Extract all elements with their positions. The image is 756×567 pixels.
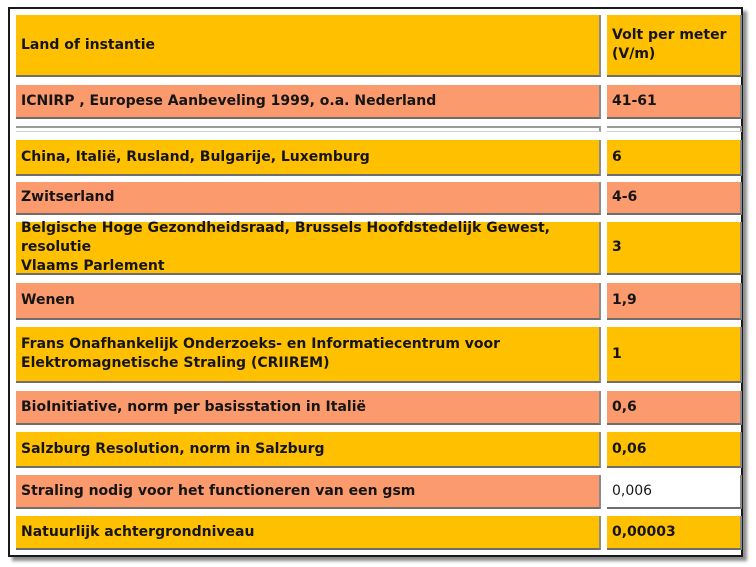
spacer-value-cell bbox=[607, 126, 742, 132]
row-label: BioInitiative, norm per basisstation in … bbox=[21, 398, 366, 415]
row-label-cell: Natuurlijk achtergrondniveau bbox=[16, 516, 601, 550]
row-label: Zwitserland bbox=[21, 189, 115, 205]
row-label-cell: Straling nodig voor het functioneren van… bbox=[16, 475, 601, 509]
header-country-label: Land of instantie bbox=[21, 36, 156, 53]
row-label-cell: BioInitiative, norm per basisstation in … bbox=[16, 391, 601, 425]
row-label-cell: China, Italië, Rusland, Bulgarije, Luxem… bbox=[16, 140, 601, 176]
header-value-label-line1: Volt per meter bbox=[612, 27, 727, 43]
empty-spacer-row bbox=[10, 126, 742, 134]
table-row: ICNIRP , Europese Aanbeveling 1999, o.a.… bbox=[10, 85, 742, 119]
row-label-cell: Wenen bbox=[16, 283, 601, 320]
row-label: Wenen bbox=[21, 292, 75, 308]
row-value: 0,06 bbox=[612, 440, 647, 457]
row-value-cell: 0,6 bbox=[607, 391, 742, 425]
row-label: China, Italië, Rusland, Bulgarije, Luxem… bbox=[21, 148, 370, 165]
header-value-label-line2: (V/m) bbox=[612, 46, 656, 62]
row-label-cell: Belgische Hoge Gezondheidsraad, Brussels… bbox=[16, 220, 601, 275]
row-label: Natuurlijk achtergrondniveau bbox=[21, 523, 255, 540]
row-value: 4-6 bbox=[612, 189, 638, 205]
table-row: Natuurlijk achtergrondniveau 0,00003 bbox=[10, 516, 742, 550]
row-value: 0,00003 bbox=[612, 523, 676, 540]
row-value-cell: 6 bbox=[607, 140, 742, 176]
table-row: Belgische Hoge Gezondheidsraad, Brussels… bbox=[10, 220, 742, 275]
row-value-cell: 0,06 bbox=[607, 432, 742, 468]
row-value: 0,006 bbox=[612, 482, 653, 499]
table-row: Wenen 1,9 bbox=[10, 283, 742, 320]
row-value: 0,6 bbox=[612, 398, 637, 415]
row-value-cell: 3 bbox=[607, 222, 742, 275]
row-label-line2: Elektromagnetische Straling (CRIIREM) bbox=[21, 355, 330, 371]
row-value-cell: 1,9 bbox=[607, 283, 742, 320]
row-label-line1: Belgische Hoge Gezondheidsraad, Brussels… bbox=[21, 220, 550, 255]
row-label: Straling nodig voor het functioneren van… bbox=[21, 482, 416, 499]
row-label: ICNIRP , Europese Aanbeveling 1999, o.a.… bbox=[21, 92, 437, 109]
row-value-cell: 41-61 bbox=[607, 85, 742, 119]
row-value-cell: 0,006 bbox=[607, 475, 742, 509]
table-row: Straling nodig voor het functioneren van… bbox=[10, 475, 742, 509]
row-value: 1,9 bbox=[612, 292, 637, 308]
header-value-cell: Volt per meter (V/m) bbox=[607, 15, 742, 77]
row-value: 41-61 bbox=[612, 92, 657, 109]
table-row: Frans Onafhankelijk Onderzoeks- en Infor… bbox=[10, 327, 742, 383]
table-row: BioInitiative, norm per basisstation in … bbox=[10, 391, 742, 425]
row-label-cell: Salzburg Resolution, norm in Salzburg bbox=[16, 432, 601, 468]
row-value: 3 bbox=[612, 239, 622, 255]
row-label: Salzburg Resolution, norm in Salzburg bbox=[21, 440, 325, 457]
header-country-cell: Land of instantie bbox=[16, 15, 601, 77]
table-row: China, Italië, Rusland, Bulgarije, Luxem… bbox=[10, 140, 742, 176]
table-header-row: Land of instantie Volt per meter (V/m) bbox=[10, 15, 742, 77]
row-value-cell: 1 bbox=[607, 327, 742, 383]
row-value: 1 bbox=[612, 345, 622, 362]
row-label-line1: Frans Onafhankelijk Onderzoeks- en Infor… bbox=[21, 336, 501, 352]
table-row: Zwitserland 4-6 bbox=[10, 182, 742, 215]
row-label-line2: Vlaams Parlement bbox=[21, 258, 165, 274]
norms-table: Land of instantie Volt per meter (V/m) I… bbox=[8, 7, 743, 557]
row-value-cell: 0,00003 bbox=[607, 516, 742, 550]
table-row: Salzburg Resolution, norm in Salzburg 0,… bbox=[10, 432, 742, 468]
spacer-label-cell bbox=[16, 126, 601, 132]
row-label-cell: Frans Onafhankelijk Onderzoeks- en Infor… bbox=[16, 327, 601, 383]
row-value-cell: 4-6 bbox=[607, 182, 742, 215]
row-label-cell: Zwitserland bbox=[16, 182, 601, 215]
row-label-cell: ICNIRP , Europese Aanbeveling 1999, o.a.… bbox=[16, 85, 601, 119]
row-value: 6 bbox=[612, 148, 622, 165]
